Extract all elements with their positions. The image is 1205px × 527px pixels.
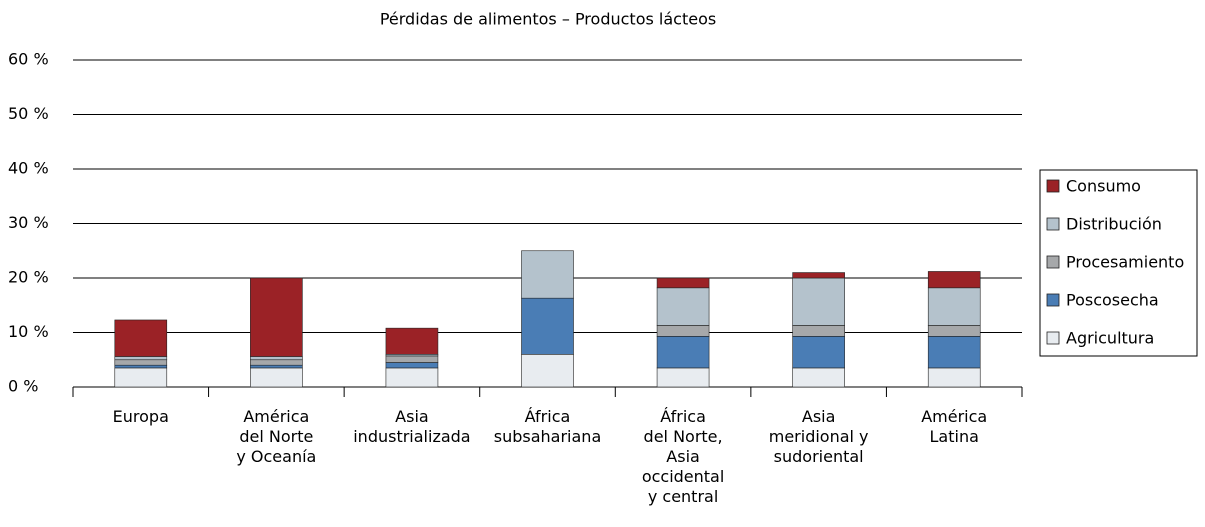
bar-segment [792,277,845,326]
x-tick-line: del Norte, [644,427,723,446]
bar-segment [250,356,303,361]
bar-segment [114,367,168,388]
bar-segment [656,287,710,326]
bar-segment [521,250,574,299]
x-tick-line: meridional y [769,427,869,446]
x-tick-line: Asia [666,447,700,466]
legend-swatch [1046,293,1060,307]
legend-swatch [1046,255,1060,269]
legend-label: Poscosecha [1066,291,1159,310]
y-tick-label: 50 % [8,104,49,123]
bar-segment [656,336,710,369]
x-tick-line: subsahariana [494,427,602,446]
x-tick-label: Asia industrializada [353,407,470,446]
x-tick-line: Latina [930,427,979,446]
legend-label: Procesamiento [1066,253,1184,272]
x-tick-label: África subsahariana [494,407,602,446]
bar-segment [114,359,168,366]
bar-segment [656,367,710,388]
y-tick-label: 10 % [8,322,49,341]
x-tick-line: África [525,407,571,426]
x-tick-line: Europa [113,407,169,426]
bar-segment [114,319,168,357]
y-tick-label: 40 % [8,159,49,178]
bar-segment [927,336,981,369]
x-tick-label: Asia meridional y sudoriental [769,407,869,466]
x-tick-line: África [660,407,706,426]
bar-segment [792,336,845,369]
bar-segment [927,287,981,326]
legend-box [1039,169,1198,357]
bar-segment [385,355,439,363]
bar-segment [385,362,439,369]
legend-label: Agricultura [1066,329,1154,348]
bar-segment [114,364,168,369]
bar-segment [385,367,439,388]
bar-segment [250,277,303,357]
bar-segment [656,325,710,337]
x-tick-line: Asia [395,407,429,426]
y-tick-label: 0 % [8,377,38,396]
bar-segment [927,271,981,289]
bar-segment [792,367,845,388]
bar-segment [656,277,710,289]
legend-swatch [1046,217,1060,231]
y-tick-label: 60 % [8,50,49,69]
x-tick-label: África del Norte, Asia occidental y central [642,407,725,506]
x-tick-line: Asia [802,407,836,426]
x-tick-line: industrializada [353,427,470,446]
x-tick-line: del Norte [239,427,313,446]
bar-segment [521,297,574,355]
y-tick-label: 30 % [8,213,49,232]
bar-segment [792,325,845,337]
x-tick-line: sudoriental [774,447,864,466]
bar-segment [927,325,981,337]
legend-swatch [1046,331,1060,345]
x-tick-label: Europa [113,407,169,426]
x-tick-line: América [243,407,309,426]
x-tick-line: y central [648,487,718,506]
x-tick-label: América Latina [921,407,987,446]
y-tick-label: 20 % [8,268,49,287]
chart-title: Pérdidas de alimentos – Productos lácteo… [380,10,716,29]
legend-swatch [1046,179,1060,193]
bar-segment [114,356,168,361]
bar-segment [385,327,439,355]
bar-segment [250,364,303,369]
x-tick-line: y Oceanía [236,447,316,466]
legend-label: Distribución [1066,215,1162,234]
bar-segment [521,353,574,388]
bar-segment [792,272,845,279]
legend-label: Consumo [1066,177,1141,196]
x-tick-line: occidental [642,467,725,486]
bar-segment [250,359,303,366]
bar-segment [250,367,303,388]
x-tick-line: América [921,407,987,426]
bar-segment [927,367,981,388]
x-tick-label: América del Norte y Oceanía [236,407,316,466]
